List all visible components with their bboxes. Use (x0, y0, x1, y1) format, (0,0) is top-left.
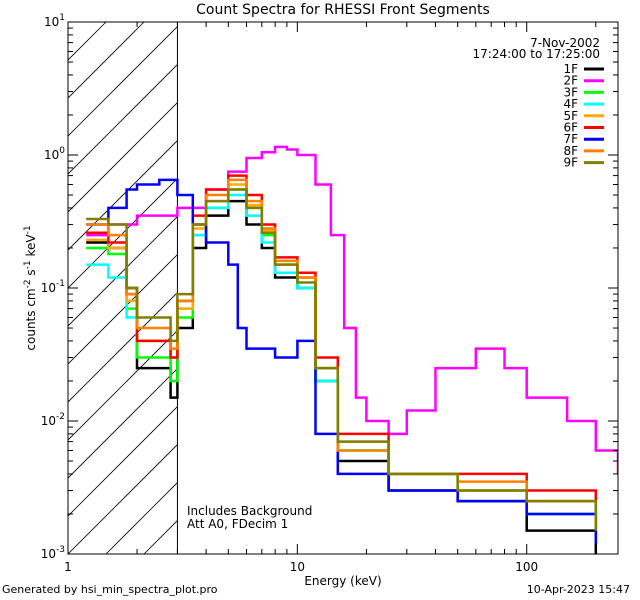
annotation-background: Includes Background (187, 504, 312, 518)
chart-title: Count Spectra for RHESSI Front Segments (196, 2, 490, 18)
series-line-9F (86, 188, 598, 531)
legend-label-9F: 9F (563, 156, 578, 170)
annotation-attenuator: Att A0, FDecim 1 (187, 517, 288, 531)
y-tick-label: 10-3 (41, 545, 65, 561)
y-axis-label: counts cm-2 s-1 keV-1 (23, 225, 38, 350)
series-line-6F (86, 174, 598, 531)
hatched-region (68, 22, 178, 554)
legend-label-4F: 4F (563, 97, 578, 111)
legend-label-1F: 1F (563, 62, 578, 76)
y-tick-label: 10-2 (41, 412, 65, 428)
legend-label-2F: 2F (563, 74, 578, 88)
y-tick-label: 101 (44, 13, 65, 29)
legend-label-3F: 3F (563, 85, 578, 99)
x-tick-label: 10 (290, 560, 305, 574)
generated-by-label: Generated by hsi_min_spectra_plot.pro (2, 583, 218, 596)
x-tick-label: 1 (64, 560, 72, 574)
timestamp-label: 10-Apr-2023 15:47 (526, 583, 630, 596)
series-line-4F (86, 193, 598, 531)
x-axis-label: Energy (keV) (304, 574, 381, 588)
legend-label-6F: 6F (563, 121, 578, 135)
time-range-label: 17:24:00 to 17:25:00 (473, 47, 600, 61)
y-tick-label: 10-1 (41, 279, 65, 295)
series-line-8F (86, 178, 598, 531)
legend-label-7F: 7F (563, 132, 578, 146)
y-tick-label: 100 (44, 146, 65, 162)
series-line-7F (86, 178, 598, 544)
series-line-2F (86, 145, 618, 474)
date-label: 7-Nov-2002 (530, 36, 600, 50)
legend-label-5F: 5F (563, 109, 578, 123)
legend-label-8F: 8F (563, 144, 578, 158)
x-tick-label: 100 (515, 560, 538, 574)
